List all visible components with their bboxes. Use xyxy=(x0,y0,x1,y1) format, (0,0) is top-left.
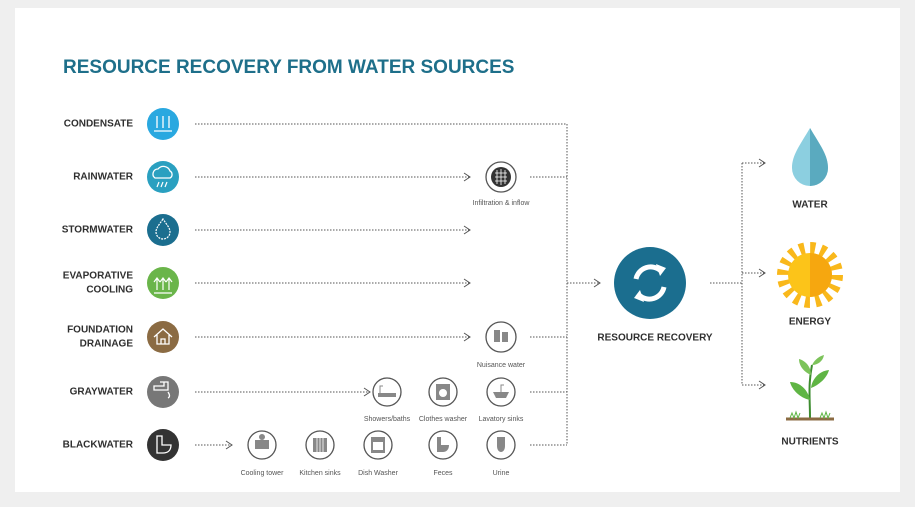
title: RESOURCE RECOVERY FROM WATER SOURCES xyxy=(63,57,514,78)
source-label: EVAPORATIVE xyxy=(63,271,134,282)
diagram: RESOURCE RECOVERY FROM WATER SOURCES CON… xyxy=(0,0,915,507)
source-label: RAINWATER xyxy=(73,172,134,183)
output-label: ENERGY xyxy=(789,317,832,328)
source-label: GRAYWATER xyxy=(70,387,134,398)
fixture-label: Infiltration & inflow xyxy=(473,200,531,207)
source-label: COOLING xyxy=(86,285,133,296)
output-label: NUTRIENTS xyxy=(781,437,839,448)
source-label: STORMWATER xyxy=(62,225,134,236)
fixture-label: Kitchen sinks xyxy=(299,470,341,477)
source-label: DRAINAGE xyxy=(80,339,134,350)
source-label: CONDENSATE xyxy=(64,119,134,130)
fixture-label: Nuisance water xyxy=(477,362,526,369)
fixture-label: Urine xyxy=(493,470,510,477)
source-label: BLACKWATER xyxy=(63,440,134,451)
hub-icon xyxy=(614,247,686,319)
fixture-label: Showers/baths xyxy=(364,416,411,423)
hub-label: RESOURCE RECOVERY xyxy=(597,333,713,344)
source-label: FOUNDATION xyxy=(67,325,133,336)
output-label: WATER xyxy=(792,200,828,211)
fixture-label: Lavatory sinks xyxy=(479,416,524,423)
fixture-label: Dish Washer xyxy=(358,470,398,477)
fixture-label: Clothes washer xyxy=(419,416,468,423)
fixture-label: Cooling tower xyxy=(241,470,284,477)
fixture-label: Feces xyxy=(433,470,453,477)
